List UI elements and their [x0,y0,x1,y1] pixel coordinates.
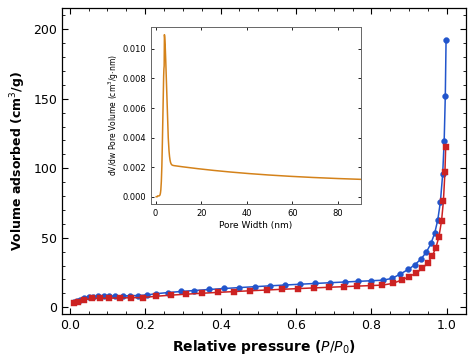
Y-axis label: Volume adsorbed (cm$^3$/g): Volume adsorbed (cm$^3$/g) [9,71,28,251]
X-axis label: Relative pressure ($P/P_0$): Relative pressure ($P/P_0$) [172,338,356,356]
